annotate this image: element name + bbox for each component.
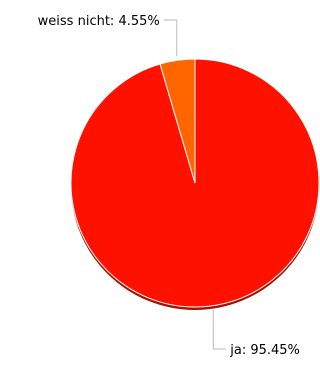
- slice-label-weiss-nicht: weiss nicht: 4.55%: [38, 14, 160, 29]
- leader-line-ja: [212, 309, 227, 350]
- slice-label-ja: ja: 95.45%: [229, 343, 300, 358]
- leader-lines: [163, 19, 227, 350]
- pie-slice-weiss-nicht: [159, 58, 196, 184]
- pie-slices: [70, 58, 320, 308]
- slice-labels: ja: 95.45% weiss nicht: 4.55%: [38, 14, 300, 358]
- leader-line-weiss-nicht: [163, 19, 178, 57]
